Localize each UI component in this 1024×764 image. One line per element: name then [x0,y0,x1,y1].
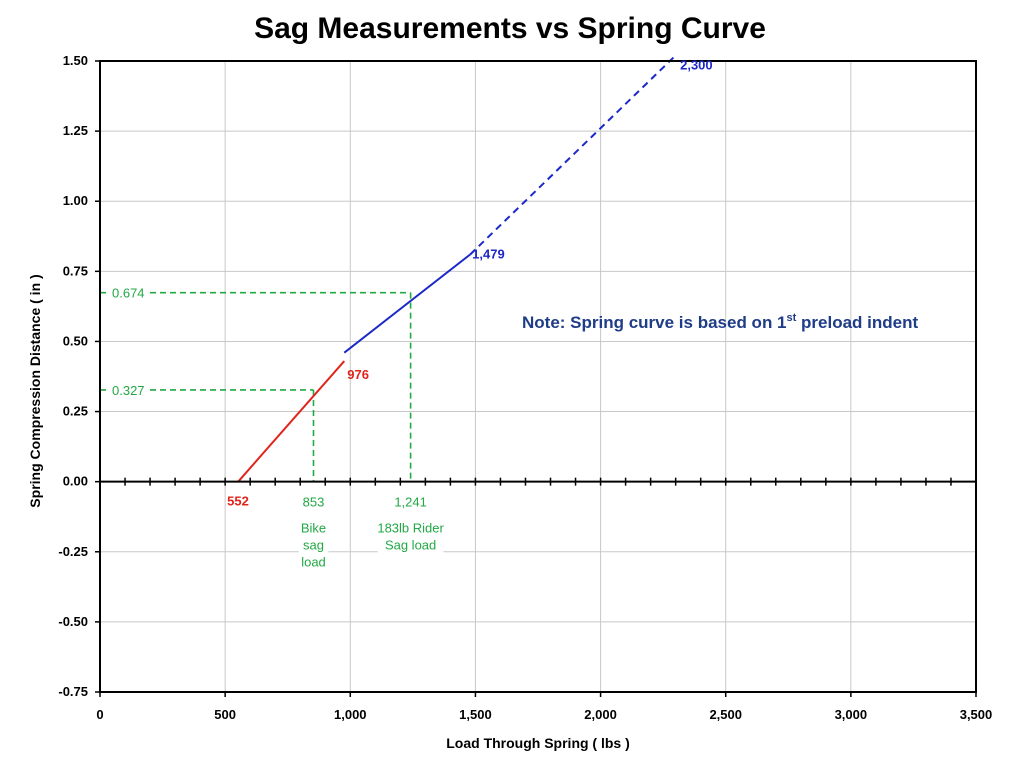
curve-point-label: 2,300 [680,57,713,72]
sag-caption-bg [367,520,455,537]
y-tick-label: 1.25 [63,123,88,138]
y-tick-label: -0.50 [58,614,88,629]
sag-y-label: 0.674 [112,286,145,301]
x-tick-label: 2,500 [709,707,742,722]
x-tick-label: 500 [214,707,236,722]
y-tick-label: 0.75 [63,263,88,278]
y-axis-label: Spring Compression Distance ( in ) [27,274,43,507]
note-prefix: Note: Spring curve is based on 1 [522,313,787,332]
note-suffix: preload indent [796,313,918,332]
sag-caption-line: load [301,555,326,570]
x-tick-label: 3,000 [835,707,868,722]
x-tick-label: 0 [96,707,103,722]
sag-y-label: 0.327 [112,383,145,398]
chart-title: Sag Measurements vs Spring Curve [254,12,766,45]
sag-x-label: 1,241 [394,495,427,510]
sag-y-label-bg [106,285,148,302]
sag-y-label-bg [106,382,148,399]
y-tick-label: -0.75 [58,684,88,699]
y-tick-label: 0.25 [63,404,88,419]
x-tick-label: 1,000 [334,707,367,722]
sag-caption-bg [298,537,329,554]
sag-caption-bg [377,537,444,554]
axes: 1.50 1.25 1.00 0.75 0.50 0.25 0.00 -0.25 -0.50 -0… [58,53,992,722]
sag-caption-bg [295,520,332,537]
sag-caption-bg [295,554,332,571]
x-tick-label: 2,000 [584,707,617,722]
x-axis-label: Load Through Spring ( lbs ) [446,735,630,751]
plot-frame [99,60,977,693]
blue-dashed-segment [469,54,677,256]
y-tick-label: 0.50 [63,333,88,348]
curve-point-label: 552 [227,494,249,509]
y-tick-label: 0.00 [63,474,88,489]
annotations: 0.327 853 Bike sag load 0.674 1,241 183lb Rider… [106,57,713,571]
curve-point-label: 1,479 [472,247,505,262]
y-tick-label: 1.50 [63,53,88,68]
y-tick-label: -0.25 [58,544,88,559]
sag-caption-line: Bike [301,521,326,536]
red-solid-segment [237,360,346,483]
x-tick-label: 3,500 [960,707,993,722]
note-superscript: st [787,312,797,324]
spring-curve [237,54,677,483]
curve-point-label: 976 [347,367,369,382]
note-text: Note: Spring curve is based on 1st prelo… [522,312,918,332]
x-tick-label: 1,500 [459,707,492,722]
sag-caption-line: sag [303,538,324,553]
grid-lines [100,61,976,692]
sag-caption-line: Sag load [385,538,436,553]
sag-x-label: 853 [303,495,325,510]
y-tick-label: 1.00 [63,193,88,208]
blue-solid-segment [343,253,471,354]
sag-caption-line: 183lb Rider [377,521,444,536]
